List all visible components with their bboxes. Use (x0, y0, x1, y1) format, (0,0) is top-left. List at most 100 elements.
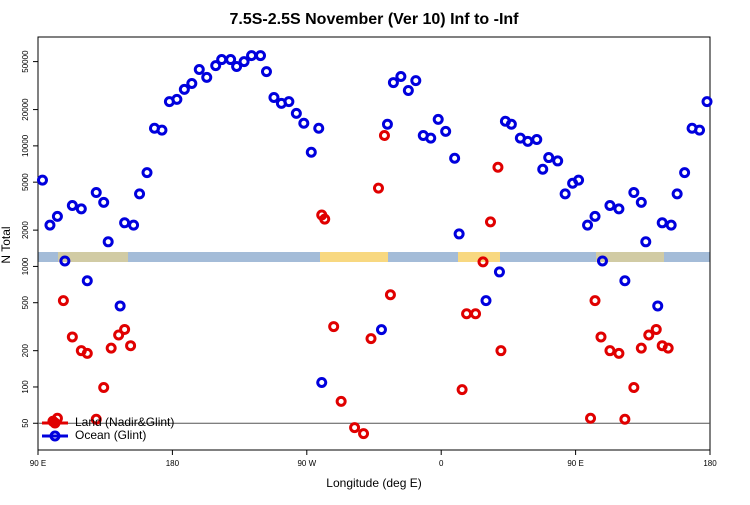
point (461, 308, 473, 320)
map-strip (38, 252, 710, 262)
point (225, 54, 237, 66)
point (319, 213, 331, 225)
point (552, 155, 564, 167)
point (384, 289, 396, 301)
x-tick-label: 180 (166, 459, 180, 468)
y-tick-label: 50 (21, 418, 30, 427)
point (283, 96, 295, 108)
point (582, 219, 594, 231)
point (456, 384, 468, 396)
x-tick-label: 90 W (297, 459, 316, 468)
point (98, 381, 110, 393)
point (90, 187, 102, 199)
point (36, 174, 48, 186)
point (492, 161, 504, 173)
point (290, 107, 302, 119)
point (210, 60, 222, 72)
point (90, 413, 102, 425)
point (453, 228, 465, 240)
point (141, 167, 153, 179)
point (378, 129, 390, 141)
point (650, 323, 662, 335)
point (193, 64, 205, 76)
point (128, 219, 140, 231)
point (51, 210, 63, 222)
point (113, 329, 125, 341)
point (316, 376, 328, 388)
point (495, 345, 507, 357)
point (255, 50, 267, 62)
point (66, 331, 78, 343)
y-tick-label: 50000 (21, 50, 30, 73)
y-tick-label: 200 (21, 343, 30, 357)
point (589, 295, 601, 307)
point (119, 323, 131, 335)
point (81, 275, 93, 287)
y-tick-label: 100 (21, 380, 30, 394)
point (178, 83, 190, 95)
point (358, 428, 370, 440)
y-tick-label: 2000 (21, 221, 30, 239)
point (531, 133, 543, 145)
point (75, 203, 87, 215)
point (480, 295, 492, 307)
point (671, 188, 683, 200)
point (114, 300, 126, 312)
point (125, 340, 137, 352)
point (493, 266, 505, 278)
legend-label: Ocean (Glint) (75, 428, 146, 442)
point (665, 219, 677, 231)
point (156, 124, 168, 136)
point (395, 71, 407, 83)
point (640, 236, 652, 248)
legend-marker (49, 430, 61, 442)
point (305, 146, 317, 158)
point (589, 210, 601, 222)
point (44, 219, 56, 231)
point (349, 422, 361, 434)
point (477, 256, 489, 268)
plot-frame (37, 36, 711, 451)
point (604, 345, 616, 357)
point (662, 342, 674, 354)
point (573, 174, 585, 186)
point (484, 216, 496, 228)
point (604, 200, 616, 212)
point (119, 217, 131, 229)
point (410, 75, 422, 87)
point (596, 255, 608, 267)
point (585, 412, 597, 424)
point (440, 125, 452, 137)
point (635, 196, 647, 208)
point (105, 342, 117, 354)
x-axis-label: Longitude (deg E) (326, 476, 421, 490)
point (432, 113, 444, 125)
point (522, 135, 534, 147)
point (102, 236, 114, 248)
x-tick-label: 180 (703, 459, 717, 468)
point (335, 395, 347, 407)
point (57, 295, 69, 307)
point (613, 347, 625, 359)
point (679, 167, 691, 179)
point (231, 61, 243, 73)
y-axis-label: N Total (0, 226, 13, 263)
point (470, 308, 482, 320)
point (268, 91, 280, 103)
legend-label: Land (Nadir&Glint) (75, 415, 174, 429)
x-tick-label: 0 (439, 459, 444, 468)
point (694, 124, 706, 136)
point (298, 117, 310, 129)
point (98, 196, 110, 208)
point (701, 96, 713, 108)
point (656, 217, 668, 229)
point (134, 188, 146, 200)
point (66, 200, 78, 212)
point (425, 132, 437, 144)
point (387, 77, 399, 89)
point (313, 122, 325, 134)
point (643, 329, 655, 341)
point (186, 78, 198, 90)
legend-marker (49, 417, 61, 429)
